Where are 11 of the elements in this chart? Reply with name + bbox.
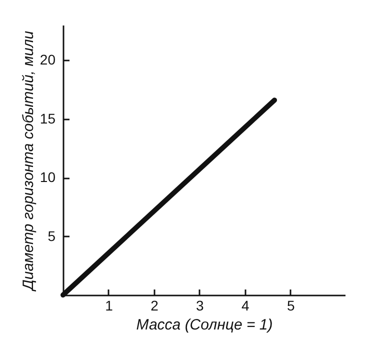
x-tick-label: 4 <box>242 298 250 314</box>
y-tick-label: 15 <box>40 110 56 126</box>
y-axis-title: Диаметр горизонта событий, мили <box>20 30 37 292</box>
y-tick-label: 20 <box>40 52 56 68</box>
x-tick-label: 5 <box>287 298 296 314</box>
y-tick-label: 10 <box>40 169 56 186</box>
x-tick-label: 3 <box>196 298 204 314</box>
x-tick-label: 1 <box>105 298 114 314</box>
x-tick-label: 2 <box>150 298 159 314</box>
y-tick-label: 5 <box>48 228 56 244</box>
x-axis-title: Масса (Солнце = 1) <box>136 316 273 334</box>
